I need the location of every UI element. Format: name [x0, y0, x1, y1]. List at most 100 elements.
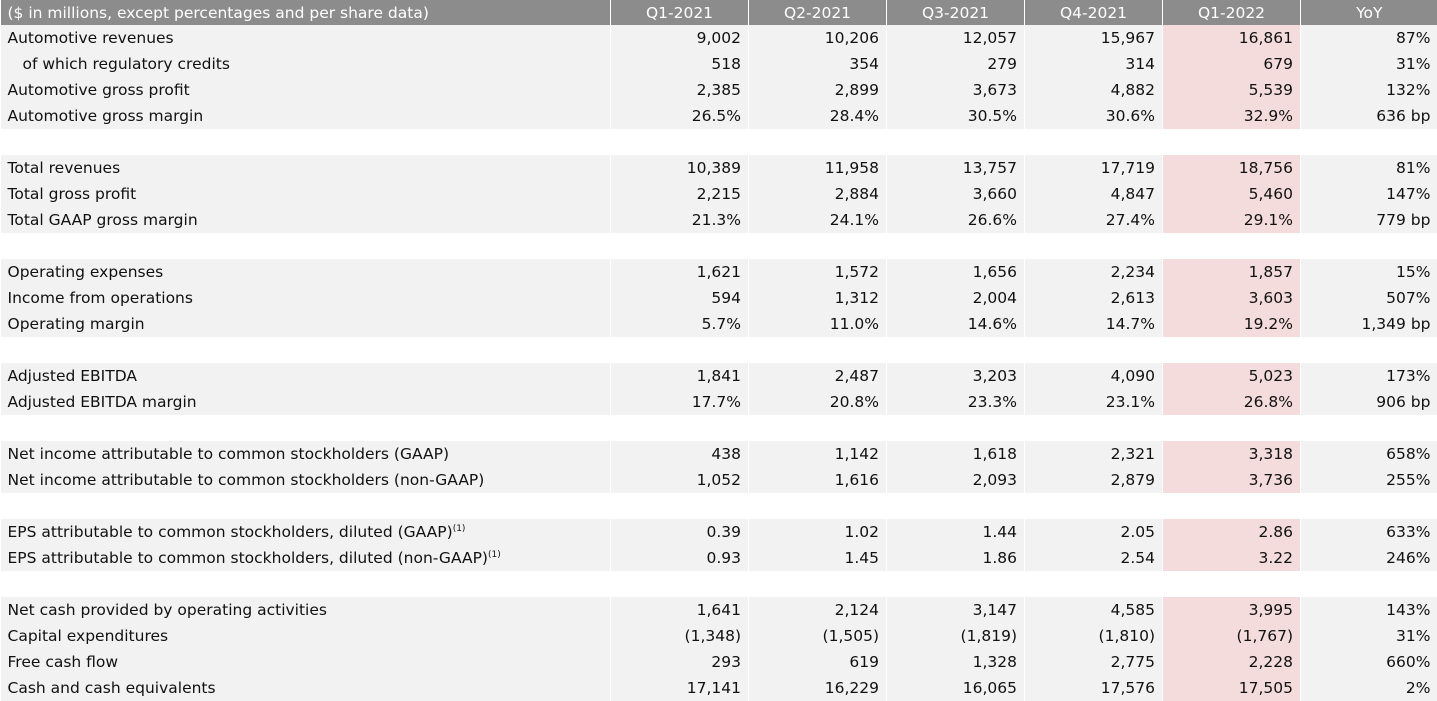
value-cell: 619: [748, 649, 887, 675]
yoy-cell: 636 bp: [1300, 103, 1437, 129]
spacer-cell: [0, 129, 1437, 155]
group-spacer: [0, 129, 1437, 155]
value-cell: 10,206: [748, 25, 887, 51]
row-label: Free cash flow: [0, 649, 611, 675]
value-cell: 28.4%: [748, 103, 887, 129]
yoy-cell: 143%: [1300, 597, 1437, 623]
row-label: Cash and cash equivalents: [0, 675, 611, 701]
value-cell: 21.3%: [610, 207, 749, 233]
header-yoy: YoY: [1300, 0, 1437, 25]
value-cell: 3,203: [886, 363, 1025, 389]
value-cell: 1,312: [748, 285, 887, 311]
value-cell: 2,004: [886, 285, 1025, 311]
row-label: Automotive gross profit: [0, 77, 611, 103]
value-cell: 2,613: [1024, 285, 1163, 311]
row-label-text: Operating expenses: [7, 263, 164, 281]
yoy-cell: 779 bp: [1300, 207, 1437, 233]
highlighted-value-cell: 3,736: [1162, 467, 1301, 493]
yoy-cell: 2%: [1300, 675, 1437, 701]
yoy-cell: 906 bp: [1300, 389, 1437, 415]
value-cell: 23.1%: [1024, 389, 1163, 415]
value-cell: (1,348): [610, 623, 749, 649]
group-spacer: [0, 337, 1437, 363]
row-label-text: Automotive gross margin: [7, 107, 204, 125]
row-label: EPS attributable to common stockholders,…: [0, 519, 611, 545]
table-row: Capital expenditures (1,348) (1,505) (1,819…: [0, 623, 1437, 649]
table-row: Operating expenses 1,621 1,572 1,656 2,234 1,…: [0, 259, 1437, 285]
value-cell: 2,234: [1024, 259, 1163, 285]
row-label-text: Total revenues: [7, 159, 121, 177]
value-cell: 438: [610, 441, 749, 467]
yoy-cell: 81%: [1300, 155, 1437, 181]
yoy-cell: 15%: [1300, 259, 1437, 285]
row-label: Adjusted EBITDA margin: [0, 389, 611, 415]
table-row: Automotive gross profit 2,385 2,899 3,673 4,…: [0, 77, 1437, 103]
value-cell: (1,819): [886, 623, 1025, 649]
value-cell: 26.5%: [610, 103, 749, 129]
table-row: Adjusted EBITDA margin 17.7% 20.8% 23.3% 23.…: [0, 389, 1437, 415]
value-cell: 2,884: [748, 181, 887, 207]
row-label-text: Adjusted EBITDA margin: [7, 393, 197, 411]
row-label: EPS attributable to common stockholders,…: [0, 545, 611, 571]
value-cell: 518: [610, 51, 749, 77]
table-row: Income from operations 594 1,312 2,004 2,613…: [0, 285, 1437, 311]
row-label: Operating expenses: [0, 259, 611, 285]
value-cell: 24.1%: [748, 207, 887, 233]
header-row: ($ in millions, except percentages and p…: [0, 0, 1437, 25]
value-cell: 5.7%: [610, 311, 749, 337]
table-row: of which regulatory credits 518 354 279 314 6…: [0, 51, 1437, 77]
header-q3-2021: Q3-2021: [886, 0, 1025, 25]
row-label-text: Capital expenditures: [7, 627, 169, 645]
table-row: Total GAAP gross margin 21.3% 24.1% 26.6% 27…: [0, 207, 1437, 233]
value-cell: 1.86: [886, 545, 1025, 571]
highlighted-value-cell: 1,857: [1162, 259, 1301, 285]
value-cell: 14.6%: [886, 311, 1025, 337]
row-label-text: Adjusted EBITDA: [7, 367, 138, 385]
value-cell: 1.44: [886, 519, 1025, 545]
value-cell: 3,660: [886, 181, 1025, 207]
value-cell: 15,967: [1024, 25, 1163, 51]
value-cell: 2,879: [1024, 467, 1163, 493]
row-label-text: Net cash provided by operating activitie…: [7, 601, 327, 619]
header-q1-2021: Q1-2021: [610, 0, 749, 25]
value-cell: 12,057: [886, 25, 1025, 51]
table-row: Total revenues 10,389 11,958 13,757 17,719 18…: [0, 155, 1437, 181]
yoy-cell: 507%: [1300, 285, 1437, 311]
group-spacer: [0, 233, 1437, 259]
row-label-text: of which regulatory credits: [22, 55, 230, 73]
value-cell: 4,585: [1024, 597, 1163, 623]
highlighted-value-cell: 17,505: [1162, 675, 1301, 701]
spacer-cell: [0, 493, 1437, 519]
highlighted-value-cell: 16,861: [1162, 25, 1301, 51]
row-label-text: Net income attributable to common stockh…: [7, 471, 485, 489]
yoy-cell: 1,349 bp: [1300, 311, 1437, 337]
value-cell: 314: [1024, 51, 1163, 77]
value-cell: 1,328: [886, 649, 1025, 675]
highlighted-value-cell: 2,228: [1162, 649, 1301, 675]
highlighted-value-cell: 5,460: [1162, 181, 1301, 207]
table-row: EPS attributable to common stockholders,…: [0, 545, 1437, 571]
value-cell: 17.7%: [610, 389, 749, 415]
value-cell: (1,810): [1024, 623, 1163, 649]
row-label-text: Net income attributable to common stockh…: [7, 445, 450, 463]
value-cell: 1,641: [610, 597, 749, 623]
yoy-cell: 87%: [1300, 25, 1437, 51]
row-label-text: Operating margin: [7, 315, 145, 333]
value-cell: 2,093: [886, 467, 1025, 493]
value-cell: 0.39: [610, 519, 749, 545]
row-label-text: Total GAAP gross margin: [7, 211, 198, 229]
value-cell: 1,621: [610, 259, 749, 285]
value-cell: 4,882: [1024, 77, 1163, 103]
yoy-cell: 633%: [1300, 519, 1437, 545]
highlighted-value-cell: 18,756: [1162, 155, 1301, 181]
footnote-marker: (1): [452, 523, 466, 534]
value-cell: 2.05: [1024, 519, 1163, 545]
value-cell: 16,065: [886, 675, 1025, 701]
highlighted-value-cell: 26.8%: [1162, 389, 1301, 415]
value-cell: 354: [748, 51, 887, 77]
row-label: Net income attributable to common stockh…: [0, 441, 611, 467]
table-row: Net income attributable to common stockh…: [0, 441, 1437, 467]
yoy-cell: 173%: [1300, 363, 1437, 389]
highlighted-value-cell: 2.86: [1162, 519, 1301, 545]
